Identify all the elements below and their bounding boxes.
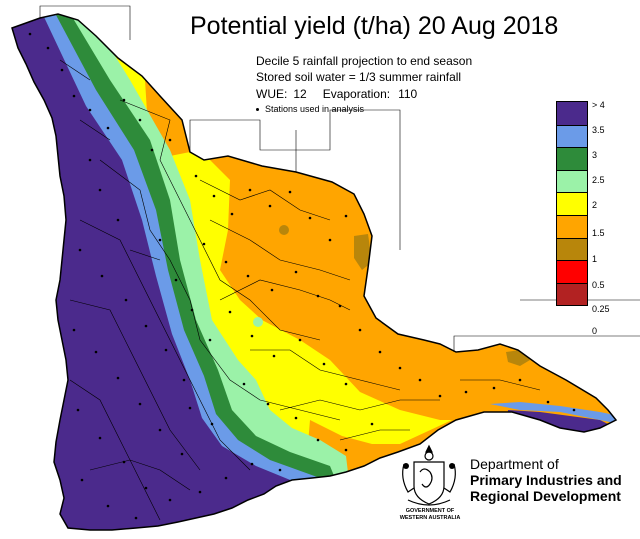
- department-line1: Department of: [470, 456, 559, 472]
- legend-swatch-2-5: [557, 169, 587, 193]
- crest-caption: GOVERNMENT OF WESTERN AUSTRALIA: [392, 508, 468, 522]
- zone-1-north: [354, 234, 372, 270]
- zone-1-spot: [279, 225, 289, 235]
- crest-caption-line1: GOVERNMENT OF: [405, 508, 455, 514]
- legend-label-1-5: 1.5: [592, 228, 605, 238]
- department-line2: Primary Industries and: [470, 472, 622, 488]
- map-title: Potential yield (t/ha) 20 Aug 2018: [190, 12, 559, 40]
- legend-label-2: 2: [592, 200, 598, 210]
- legend-swatch-1-5: [557, 214, 587, 238]
- crest-caption-line2: WESTERN AUSTRALIA: [399, 515, 461, 521]
- evaporation-label: Evaporation:: [322, 87, 391, 101]
- legend-swatch-3: [557, 147, 587, 170]
- region-outline: [11, 13, 618, 531]
- legend-label-0-5: 0.5: [592, 280, 605, 290]
- subtitle-parameters: WUE: 12 Evaporation: 110: [256, 87, 417, 101]
- stations-note: Stations used in analysis: [256, 104, 364, 114]
- legend-label-2-5: 2.5: [592, 175, 605, 185]
- station-dots: [28, 32, 576, 520]
- stations-note-text: Stations used in analysis: [265, 104, 365, 114]
- department-name: Department of Primary Industries and Reg…: [470, 456, 622, 504]
- legend-label-0-25: 0.25: [592, 304, 610, 314]
- wue-label: WUE:: [256, 87, 288, 101]
- legend-label-3: 3: [592, 150, 598, 160]
- zone-4-plus: [12, 14, 320, 530]
- zone-south-coast-blue: [490, 402, 616, 424]
- legend: [556, 101, 588, 307]
- legend-swatch-0-25: [557, 282, 587, 306]
- legend-label-1: 1: [592, 254, 598, 264]
- government-crest-icon: [402, 444, 456, 506]
- department-line3: Regional Development: [470, 488, 621, 504]
- legend-swatch-gt4: [557, 102, 587, 125]
- legend-swatch-2: [557, 192, 587, 215]
- subtitle-rainfall: Decile 5 rainfall projection to end seas…: [256, 54, 473, 68]
- boundary-lines: [39, 5, 640, 521]
- evaporation-value: 110: [398, 87, 418, 101]
- subtitle-soil-water: Stored soil water = 1/3 summer rainfall: [256, 70, 462, 84]
- legend-label-3-5: 3.5: [592, 125, 605, 135]
- station-dot-icon: [256, 108, 259, 112]
- legend-label-0: 0: [592, 326, 598, 336]
- wue-value: 12: [293, 87, 307, 101]
- legend-swatch-3-5: [557, 124, 587, 148]
- legend-swatch-1: [557, 237, 587, 261]
- zone-2-5-spot: [253, 317, 263, 327]
- legend-label-gt4: > 4: [592, 100, 605, 110]
- legend-swatch-0-5: [557, 260, 587, 283]
